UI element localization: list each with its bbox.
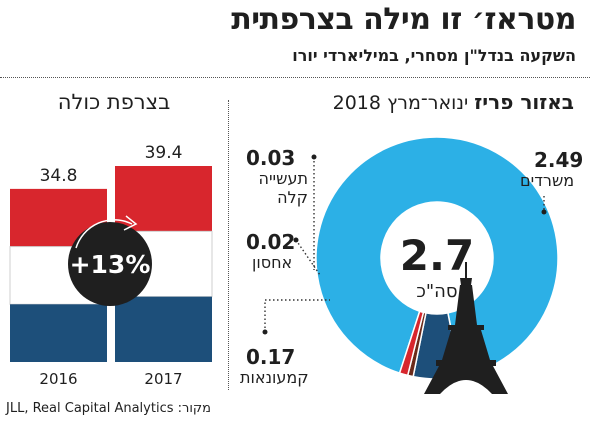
donut-total-unit: סה"כ (416, 281, 457, 302)
bar-blue-band (115, 296, 212, 362)
tower-top (460, 278, 472, 285)
section-divider (228, 100, 229, 390)
slice-value-offices: 2.49 (534, 148, 584, 172)
slice-value-retail: 0.17 (246, 345, 296, 369)
leader-dot-offices (541, 209, 547, 215)
slice-value-light-industry: 0.03 (246, 146, 296, 170)
slice-label-offices: משרדים (520, 171, 575, 190)
leader-dot-storage (293, 237, 299, 243)
tower-middle (442, 330, 490, 360)
donut-total-value: 2.7 (400, 231, 474, 280)
slice-label-storage: אחסון (252, 253, 293, 272)
leader-storage (295, 239, 321, 276)
growth-arrow-head (123, 215, 138, 231)
leader-dot-retail (262, 329, 268, 335)
bar-value-label: 39.4 (145, 143, 183, 163)
slice-label-retail: קמעונאות (240, 368, 309, 387)
slice-value-storage: 0.02 (246, 230, 296, 254)
growth-circle (68, 222, 152, 306)
tower-upper (455, 285, 477, 325)
donut-title-bold: באזור פריז (474, 90, 574, 114)
slice-label-light-industry: תעשייה קלה (258, 169, 308, 207)
header-divider (0, 77, 590, 78)
eiffel-tower-icon (424, 262, 508, 394)
bar-chart: 34.8 2016 39.4 2017 +13% (9, 143, 213, 388)
tower-antenna (465, 262, 467, 278)
tower-base (424, 366, 508, 394)
slice-0 (315, 136, 559, 378)
donut-chart: 2.7סה"כ (262, 136, 559, 380)
source-note: מקור: JLL, Real Capital Analytics (6, 401, 211, 416)
leader-retail (264, 299, 330, 332)
page-title: מטראז׳ זו מילה בצרפתית (231, 2, 576, 37)
page-subtitle: השקעה בנדל"ן מסחרי, במיליארדי יורו (292, 46, 576, 65)
growth-arrow-arc (75, 219, 133, 249)
bar-category-label: 2017 (144, 370, 182, 388)
tower-platform-2 (448, 325, 484, 330)
bar-value-label: 34.8 (40, 166, 78, 186)
tower-platform-1 (436, 360, 496, 366)
donut-title-rest: ינואר־מרץ 2018 (332, 92, 469, 114)
bar-blue-band (10, 304, 107, 362)
bar-category-label: 2016 (39, 370, 77, 388)
bar-chart-title: בצרפת כולה (57, 90, 171, 114)
slice-3 (398, 310, 425, 377)
growth-percent: +13% (70, 250, 151, 279)
leader-dot-light-industry (311, 154, 317, 160)
donut-chart-title: באזור פריז ינואר־מרץ 2018 (333, 90, 574, 114)
bar-red-band (115, 166, 212, 232)
